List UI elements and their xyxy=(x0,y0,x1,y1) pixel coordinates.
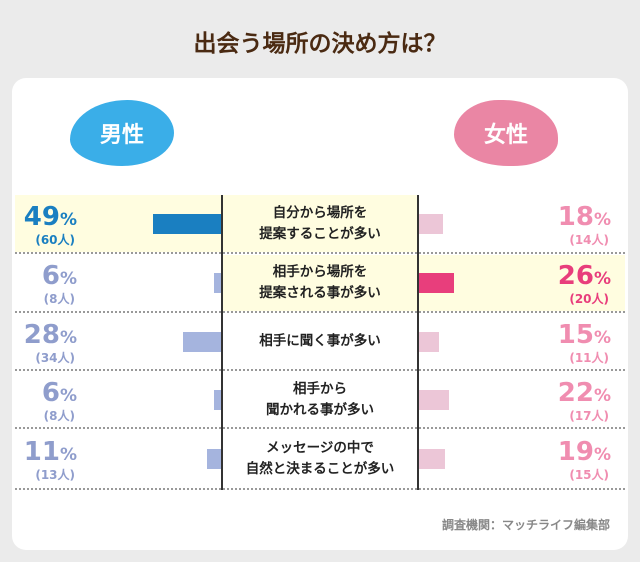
female-bar xyxy=(418,331,439,352)
chart-row: 自分から場所を 提案することが多い 49% (60人) 18% (14人) xyxy=(15,195,625,254)
female-bar xyxy=(418,389,449,410)
male-bar xyxy=(213,273,222,293)
male-legend: 男性 xyxy=(70,100,174,166)
category-label: 相手から 聞かれる事が多い xyxy=(266,380,374,418)
chart-row: 相手から 聞かれる事が多い 6% (8人) 22% (17人) xyxy=(15,372,625,429)
male-count-label: (60人) xyxy=(35,232,75,247)
divider-right xyxy=(417,195,419,490)
female-bar xyxy=(418,449,445,469)
male-value-label: 6% xyxy=(41,377,77,408)
category-label: 自分から場所を 提案することが多い xyxy=(259,204,381,242)
chart-row: メッセージの中で 自然と決まることが多い 11% (13人) 19% (15人) xyxy=(15,430,625,490)
male-count-label: (13人) xyxy=(35,468,75,482)
male-bar xyxy=(182,331,222,352)
male-value-label: 49% xyxy=(23,201,77,232)
male-value-label: 11% xyxy=(23,437,77,467)
female-count-label: (14人) xyxy=(569,232,609,247)
female-legend: 女性 xyxy=(454,100,558,166)
female-value-label: 22% xyxy=(557,377,611,408)
male-value-label: 6% xyxy=(41,261,77,291)
male-bar xyxy=(153,213,222,234)
category-label: 相手から場所を 提案される事が多い xyxy=(259,264,381,301)
male-count-label: (8人) xyxy=(43,408,75,423)
chart-row: 相手に聞く事が多い 28% (34人) 15% (11人) xyxy=(15,314,625,371)
male-bar xyxy=(206,449,222,469)
female-count-label: (20人) xyxy=(569,292,609,306)
female-value-label: 18% xyxy=(557,201,611,232)
female-count-label: (11人) xyxy=(569,350,609,365)
female-count-label: (17人) xyxy=(569,408,609,423)
female-bar xyxy=(418,213,444,234)
female-count-label: (15人) xyxy=(569,468,609,482)
category-label: メッセージの中で 自然と決まることが多い xyxy=(245,440,395,477)
divider-left xyxy=(221,195,223,490)
category-label: 相手に聞く事が多い xyxy=(259,333,381,349)
male-count-label: (34人) xyxy=(35,350,75,365)
male-bar xyxy=(213,389,222,410)
male-value-label: 28% xyxy=(23,319,77,350)
female-value-label: 15% xyxy=(557,319,611,350)
chart-row: 相手から場所を 提案される事が多い 6% (8人) 26% (20人) xyxy=(15,255,625,313)
female-value-label: 26% xyxy=(557,261,611,291)
male-count-label: (8人) xyxy=(43,292,75,306)
female-bar xyxy=(418,273,455,293)
chart-title: 出会う場所の決め方は？ xyxy=(193,31,447,57)
female-value-label: 19% xyxy=(557,437,611,467)
source-credit: 調査機関：マッチライフ編集部 xyxy=(441,518,610,532)
